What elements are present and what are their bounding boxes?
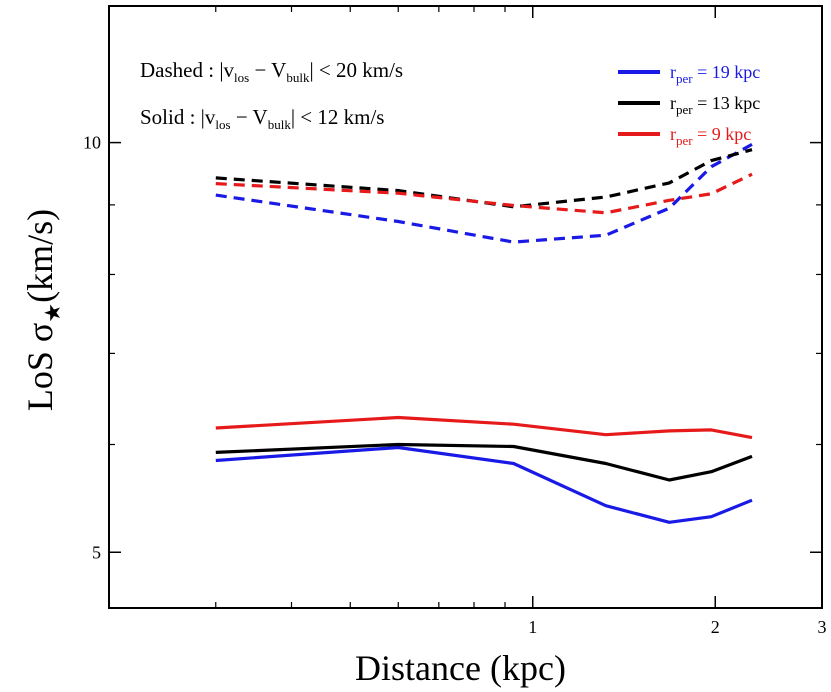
series-line-rper9-dashed [215, 172, 753, 215]
plot-lines [215, 142, 753, 524]
axis-ticks [109, 6, 823, 608]
y-axis-label-subscript: ★ [40, 303, 65, 323]
y-axis-label: LoS σ★(km/s) [20, 209, 65, 411]
plot-frame [108, 5, 823, 609]
annotation-dashed: Dashed : |vlos − Vbulk| < 20 km/s [140, 58, 403, 85]
y-axis-label-base: LoS σ [20, 323, 60, 411]
legend-label-rper19: rper = 19 kpc [670, 62, 760, 86]
tick-labels: 1 2 3 5 10 [83, 133, 827, 637]
y-tick-label: 10 [83, 133, 101, 153]
x-tick-label: 1 [528, 617, 537, 637]
legend-label-rper13: rper = 13 kpc [670, 93, 760, 117]
series-line-rper9-solid [215, 415, 753, 440]
annotations: Dashed : |vlos − Vbulk| < 20 km/s Solid … [140, 58, 403, 132]
series-line-rper13-solid [215, 442, 753, 482]
series-line-rper19-dashed [215, 142, 753, 244]
series-line-rper19-solid [215, 445, 753, 524]
legend: rper = 19 kpc rper = 13 kpc rper = 9 kpc [618, 62, 760, 148]
y-axis-label-unit: (km/s) [20, 209, 60, 303]
x-axis-label: Distance (kpc) [355, 648, 566, 688]
y-tick-label: 5 [92, 542, 101, 562]
series-line-rper13-dashed [215, 148, 753, 209]
x-tick-label: 2 [711, 617, 720, 637]
annotation-solid: Solid : |vlos − Vbulk| < 12 km/s [140, 105, 384, 132]
legend-label-rper9: rper = 9 kpc [670, 124, 751, 148]
x-tick-label: 3 [818, 617, 827, 637]
